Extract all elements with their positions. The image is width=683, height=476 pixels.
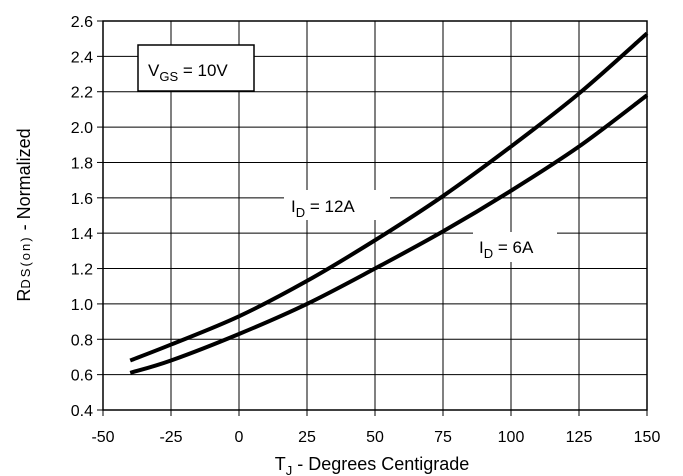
series-label-6a: ID = 6A [479, 238, 534, 261]
y-tick-label: 1.6 [71, 191, 93, 208]
y-tick-label: 2.4 [71, 49, 93, 66]
x-tick-label: 25 [298, 429, 316, 446]
y-tick-label: 1.0 [71, 297, 93, 314]
series-label-6a-bg [473, 232, 557, 262]
x-tick-label: 50 [366, 429, 384, 446]
series-label-12a-bg [284, 190, 390, 220]
x-tick-label: 125 [566, 429, 593, 446]
y-axis-title: RDS(on) - Normalized [14, 128, 34, 301]
y-tick-label: 2.2 [71, 85, 93, 102]
x-tick-label: -50 [91, 429, 114, 446]
vgs-annotation-box [137, 44, 255, 92]
y-tick-label: 1.8 [71, 155, 93, 172]
y-tick-label: 0.8 [71, 332, 93, 349]
series-line-12a [129, 31, 649, 363]
x-tick-label: 100 [498, 429, 525, 446]
y-tick-label: 2.6 [71, 14, 93, 31]
x-tick-label: -25 [159, 429, 182, 446]
y-tick-label: 0.4 [71, 403, 93, 420]
labels: -50 -25 0 25 50 75 100 125 150 0.4 0.6 0.8 1.0 1.2 1.4… [71, 14, 661, 446]
y-tick-label: 1.2 [71, 262, 93, 279]
x-tick-label: 150 [634, 429, 661, 446]
y-tick-label: 2.0 [71, 120, 93, 137]
ticks [97, 20, 648, 416]
series-label-12a: ID = 12A [291, 197, 355, 220]
x-axis-title: TJ - Degrees Centigrade [275, 454, 470, 476]
y-tick-label: 0.6 [71, 368, 93, 385]
x-tick-label: 75 [434, 429, 452, 446]
series [129, 31, 649, 375]
x-tick-label: 0 [235, 429, 244, 446]
vgs-annotation-label: VGS = 10V [148, 61, 228, 84]
series-line-6a [129, 93, 649, 375]
y-tick-label: 1.4 [71, 226, 93, 243]
